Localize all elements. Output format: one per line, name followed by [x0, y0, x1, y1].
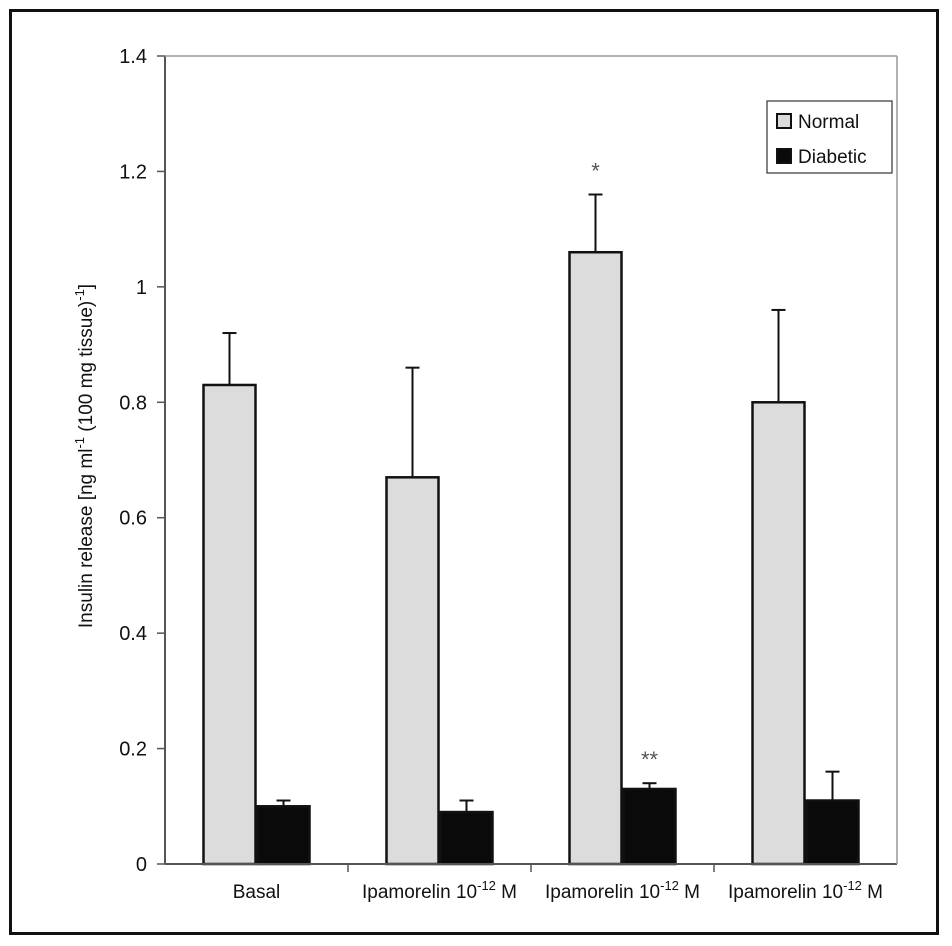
y-tick-label: 1 [136, 277, 147, 299]
bar-normal [568, 250, 623, 866]
x-tick-label: Ipamorelin 10-12 M [728, 878, 883, 903]
bar-normal [751, 401, 806, 866]
bar-normal [385, 476, 440, 866]
bar-normal [202, 383, 257, 866]
x-axis-labels: Basal Ipamorelin 10-12 M Ipamorelin 10-12 … [233, 878, 883, 903]
y-axis-label: Insulin release [ng ml-1 (100 mg tissue)… [72, 284, 97, 628]
y-tick-label: 1.2 [119, 161, 147, 183]
legend-swatch-diabetic [776, 148, 792, 164]
y-tick-label: 0.8 [119, 392, 147, 414]
legend: Normal Diabetic [766, 100, 893, 174]
y-tick-label: 0.2 [119, 739, 147, 761]
x-tick-label: Ipamorelin 10-12 M [545, 878, 700, 903]
bar-diabetic [439, 810, 494, 866]
legend-label-normal: Normal [798, 112, 859, 133]
x-tick-label: Basal [233, 882, 281, 903]
bar-diabetic [622, 787, 677, 866]
x-tick-label: Ipamorelin 10-12 M [362, 878, 517, 903]
significance-annotations: *** [591, 159, 658, 773]
legend-label-diabetic: Diabetic [798, 147, 867, 168]
significance-marker: ** [641, 747, 659, 772]
y-tick-label: 0 [136, 854, 147, 876]
y-tick-label: 1.4 [119, 46, 147, 68]
significance-marker: * [591, 159, 600, 184]
legend-swatch-normal [776, 113, 792, 129]
y-tick-label: 0.6 [119, 508, 147, 530]
bars [202, 193, 860, 872]
bar-diabetic [805, 799, 860, 866]
y-tick-label: 0.4 [119, 623, 147, 645]
y-axis-ticks: 0 0.2 0.4 0.6 0.8 1 1.2 1.4 [119, 46, 165, 876]
bar-diabetic [256, 805, 311, 866]
